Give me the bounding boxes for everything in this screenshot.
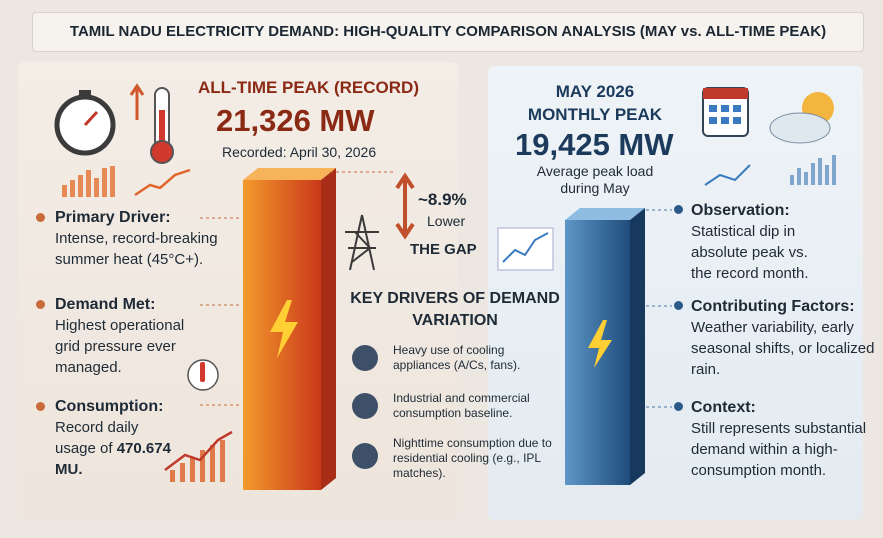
- gap-direction: Lower: [427, 213, 466, 229]
- item-text: Intense, record-breaking summer heat (45…: [55, 230, 218, 268]
- bullet: [36, 402, 45, 411]
- driver-item: Heavy use of cooling appliances (A/Cs, f…: [393, 343, 521, 372]
- gap-arrow: [395, 172, 415, 240]
- item-label: Consumption:: [55, 398, 164, 415]
- item-text: Statistical dip in absolute peak vs. the…: [691, 223, 809, 282]
- bulb-icon: [352, 443, 378, 469]
- gap-percent: ~8.9%: [418, 190, 467, 209]
- bullet: [674, 205, 683, 214]
- bullet: [674, 301, 683, 310]
- may-bar: [565, 220, 630, 485]
- may-item: Observation: Statistical dip in absolute …: [691, 200, 831, 284]
- record-value: 21,326 MW: [216, 103, 375, 138]
- mini-bars: [62, 166, 115, 197]
- tower-icon: [345, 214, 379, 271]
- may-item: Contributing Factors: Weather variability…: [691, 296, 876, 380]
- bullet: [36, 300, 45, 309]
- record-item: Primary Driver: Intense, record-breaking …: [55, 207, 240, 270]
- factory-icon: [352, 393, 378, 419]
- may-bar-top: [565, 208, 645, 220]
- may-heading: MAY 2026 MONTHLY PEAK: [527, 82, 663, 124]
- may-value: 19,425 MW: [515, 127, 674, 162]
- ac-icon: [352, 345, 378, 371]
- driver-item: Nighttime consumption due to residential…: [393, 436, 552, 480]
- bullet: [674, 402, 683, 411]
- item-label: Contributing Factors:: [691, 298, 855, 315]
- item-text: Record daily usage of: [55, 419, 139, 457]
- item-label: Context:: [691, 399, 756, 416]
- page-title: TAMIL NADU ELECTRICITY DEMAND: HIGH-QUAL…: [32, 12, 864, 52]
- lightning: [270, 300, 298, 358]
- item-text: Still represents substantial demand with…: [691, 420, 867, 479]
- may-item: Context: Still represents substantial dem…: [691, 397, 871, 481]
- bullet: [36, 213, 45, 222]
- may-subtitle: Average peak load during May: [536, 163, 654, 196]
- item-text: Weather variability, early seasonal shif…: [691, 319, 875, 378]
- driver-item: Industrial and commercial consumption ba…: [393, 391, 530, 420]
- item-label: Demand Met:: [55, 296, 156, 313]
- record-heading: ALL-TIME PEAK (RECORD): [198, 78, 419, 97]
- record-item: Demand Met: Highest operational grid pres…: [55, 294, 210, 378]
- record-subtitle: Recorded: April 30, 2026: [222, 144, 377, 160]
- record-item: Consumption: Record daily usage of 470.67…: [55, 396, 175, 480]
- mini-trend: [134, 168, 191, 197]
- item-text: Highest operational grid pressure ever m…: [55, 317, 185, 376]
- item-label: Primary Driver:: [55, 209, 171, 226]
- drivers-title: KEY DRIVERS OF DEMAND VARIATION: [350, 290, 560, 329]
- gap-label: THE GAP: [410, 241, 477, 258]
- item-label: Observation:: [691, 202, 790, 219]
- item-emphasis: 470.674 MU.: [55, 440, 171, 478]
- cloud-icon: [769, 112, 831, 144]
- lightning: [588, 320, 612, 368]
- record-bar: [243, 180, 321, 490]
- record-bar-top: [243, 168, 336, 180]
